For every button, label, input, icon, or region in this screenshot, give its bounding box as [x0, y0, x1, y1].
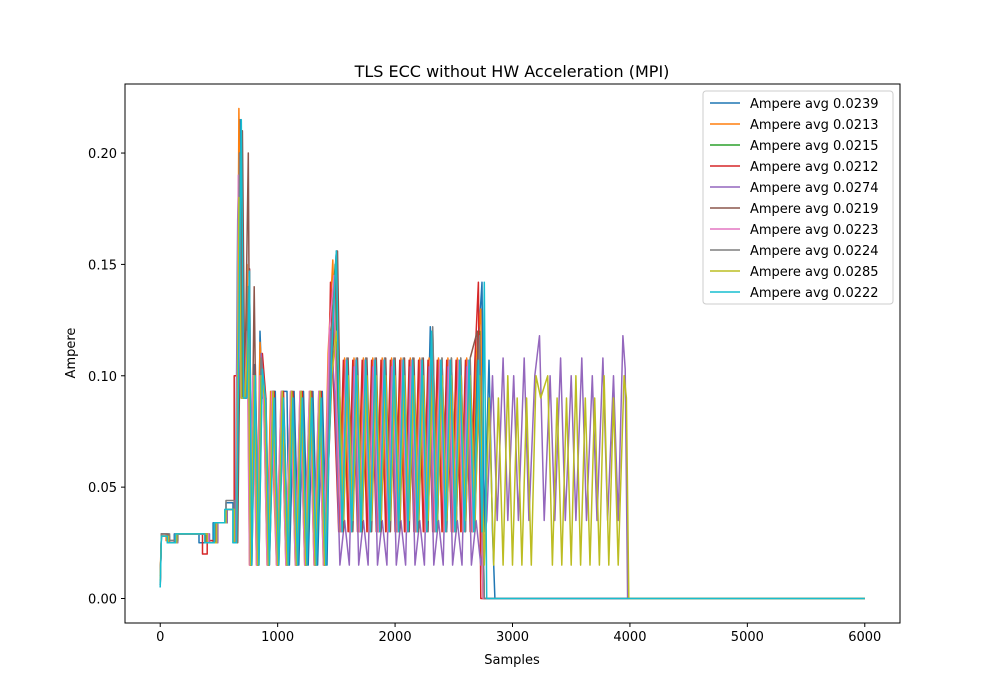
legend-label: Ampere avg 0.0285: [750, 265, 879, 280]
legend-box: [702, 90, 894, 305]
legend-label: Ampere avg 0.0212: [750, 160, 879, 175]
y-tick-label: 0.20: [88, 147, 117, 162]
x-tick-label: 0: [156, 630, 164, 645]
x-tick-label: 2000: [379, 630, 412, 645]
y-axis-label: Ampere: [64, 328, 79, 379]
legend-label: Ampere avg 0.0224: [750, 244, 879, 259]
legend-label: Ampere avg 0.0213: [750, 118, 879, 133]
legend: Ampere avg 0.0239 Ampere avg 0.0213 Ampere…: [702, 90, 894, 305]
y-axis: 0.00 0.05 0.10 0.15 0.20: [88, 147, 125, 608]
x-tick-label: 1000: [261, 630, 294, 645]
legend-label: Ampere avg 0.0215: [750, 139, 879, 154]
series-line-10: [159, 118, 865, 600]
legend-label: Ampere avg 0.0219: [750, 202, 879, 217]
series-layer: [159, 107, 865, 600]
x-tick-label: 3000: [496, 630, 529, 645]
legend-label: Ampere avg 0.0222: [750, 286, 879, 301]
x-axis-label: Samples: [484, 653, 540, 668]
legend-label: Ampere avg 0.0223: [750, 223, 879, 238]
y-tick-label: 0.00: [88, 593, 117, 608]
chart-title: TLS ECC without HW Acceleration (MPI): [354, 62, 670, 81]
y-tick-label: 0.05: [88, 481, 117, 496]
legend-label: Ampere avg 0.0274: [750, 181, 879, 196]
legend-label: Ampere avg 0.0239: [750, 97, 879, 112]
x-tick-label: 6000: [848, 630, 881, 645]
x-tick-label: 5000: [731, 630, 764, 645]
y-tick-label: 0.15: [88, 258, 117, 273]
x-tick-label: 4000: [613, 630, 646, 645]
x-axis: 0 1000 2000 3000 4000 5000 6000: [156, 623, 881, 645]
y-tick-label: 0.10: [88, 370, 117, 385]
